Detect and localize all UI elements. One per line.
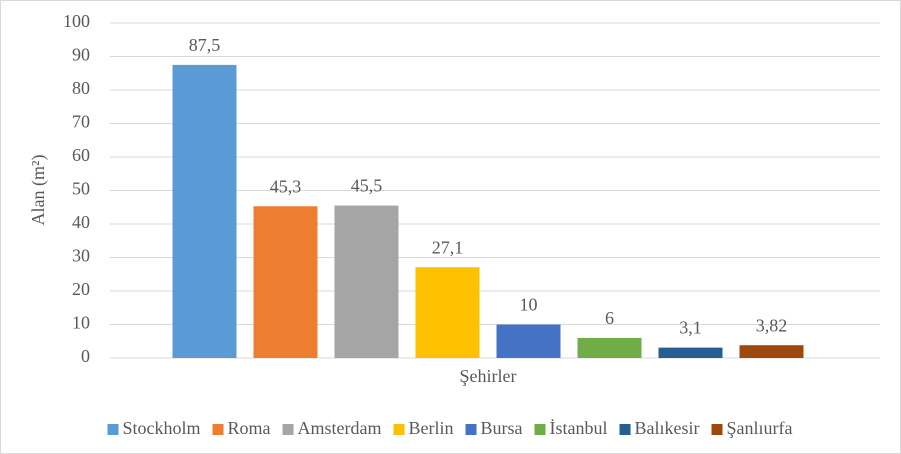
data-label: 3,82 [756,315,788,335]
legend-label: Balıkesir [635,418,700,438]
y-tick-label: 10 [72,313,90,333]
data-label: 45,3 [270,176,302,196]
y-axis-title: Alan (m²) [28,155,49,226]
y-tick-label: 20 [72,279,90,299]
y-tick-label: 30 [72,246,90,266]
y-tick-label: 60 [72,145,90,165]
data-label: 3,1 [679,318,702,338]
legend-swatch [534,424,546,435]
legend-swatch [619,424,631,435]
data-label: 6 [605,308,614,328]
legend-swatch [711,424,723,435]
legend-label: İstanbul [550,418,608,438]
data-label: 10 [520,295,538,315]
y-tick-label: 80 [72,78,90,98]
legend-swatch [212,424,224,435]
bar [334,205,399,358]
bar [496,324,561,358]
y-tick-label: 70 [72,112,90,132]
legend-swatch [107,424,119,435]
y-tick-label: 90 [72,45,90,65]
x-tick-label: Şehirler [460,366,517,386]
y-tick-label: 0 [81,346,90,366]
bar [415,267,480,358]
data-label: 27,1 [432,237,464,257]
y-tick-label: 50 [72,179,90,199]
bar [253,206,318,358]
legend-label: Şanlıurfa [727,418,793,438]
legend-label: Bursa [481,418,523,438]
data-label: 45,5 [351,176,383,196]
legend-swatch [393,424,405,435]
legend-label: Amsterdam [298,418,382,438]
y-tick-label: 40 [72,212,90,232]
legend-swatch [282,424,294,435]
y-tick-label: 100 [63,11,90,31]
data-label: 87,5 [189,35,221,55]
bar [739,345,804,358]
legend-swatch [465,424,477,435]
bar [577,337,642,358]
legend-label: Berlin [409,418,454,438]
bar [658,347,723,358]
legend-label: Roma [228,418,271,438]
bar [172,64,237,358]
legend-label: Stockholm [123,418,201,438]
